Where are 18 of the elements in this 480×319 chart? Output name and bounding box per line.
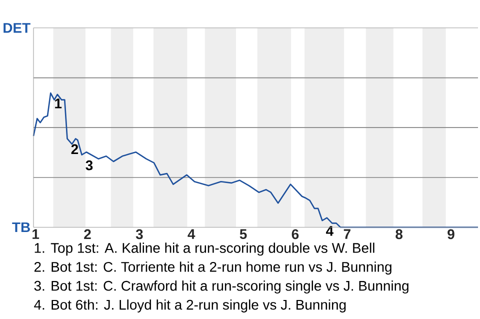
x-tick-label: 1 <box>32 229 40 239</box>
text: 3. Bot 1st: C. Crawford hit a run-scoring single vs J. Bunning <box>34 280 408 294</box>
x-tick-label: 6 <box>292 229 299 240</box>
text: DET <box>4 23 30 33</box>
annotation: 2 <box>71 144 78 154</box>
x-tick-label: 5 <box>240 229 247 240</box>
text: TB <box>12 222 30 232</box>
annotation: 1 <box>55 98 62 108</box>
x-tick-label: 9 <box>448 229 454 240</box>
annotation: 3 <box>86 160 93 170</box>
text: 4. Bot 6th: J. Lloyd hit a 2-run single vs J. Bunning <box>34 299 346 312</box>
text: 1. Top 1st: A. Kaline hit a run-scoring double vs W. Bell <box>34 242 374 256</box>
x-tick-label: 8 <box>396 229 403 240</box>
x-tick-label: 7 <box>344 229 350 239</box>
text: 2. Bot 1st: C. Torriente hit a 2-run home run vs J. Bunning <box>34 262 392 275</box>
x-tick-label: 2 <box>84 229 91 240</box>
x-tick-label: 4 <box>188 229 196 239</box>
x-tick-label: 3 <box>136 229 143 240</box>
